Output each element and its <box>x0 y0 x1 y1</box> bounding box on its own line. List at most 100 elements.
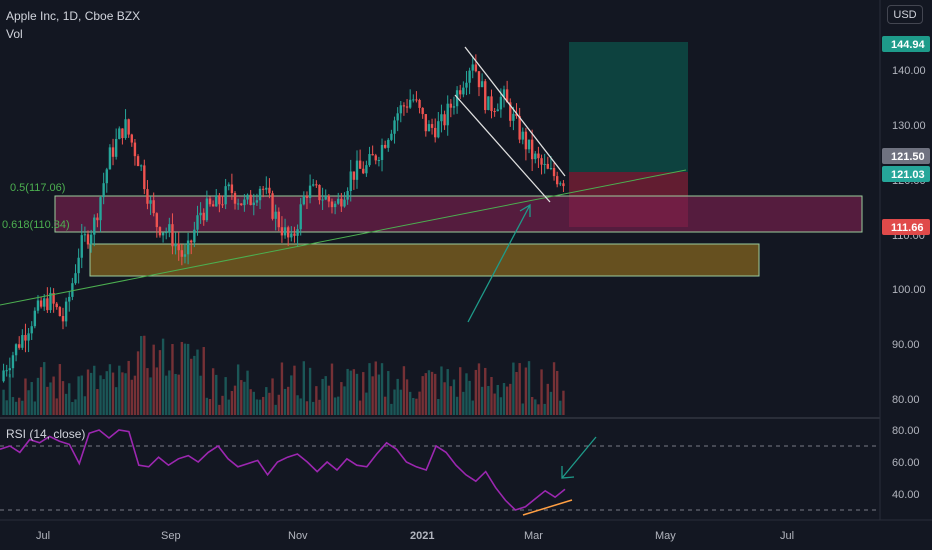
candle-body <box>230 184 234 194</box>
volume-bar <box>312 401 315 415</box>
volume-bar <box>227 399 230 415</box>
volume-bar <box>430 371 434 415</box>
volume-bar <box>534 399 537 415</box>
candle-body <box>268 187 271 194</box>
fib-zone[interactable] <box>54 195 863 233</box>
candle-body <box>43 298 46 307</box>
candle-body <box>8 368 12 371</box>
volume-bar <box>30 382 33 415</box>
volume-bar <box>271 378 274 415</box>
volume-bar <box>380 363 384 415</box>
volume-bar <box>358 400 362 415</box>
volume-bar <box>543 403 546 415</box>
volume-bar <box>337 396 340 415</box>
volume-bar <box>546 383 549 415</box>
support-zone[interactable] <box>89 243 760 277</box>
arrow-down-rsi[interactable] <box>561 436 597 479</box>
candle-body <box>46 298 49 311</box>
volume-bar <box>515 371 518 415</box>
candle-body <box>236 203 240 205</box>
volume-bar <box>324 376 327 415</box>
candle-body <box>293 233 296 236</box>
volume-bar <box>368 363 371 415</box>
volume-bar <box>277 394 280 415</box>
candle-body <box>283 227 287 236</box>
volume-bar <box>299 398 302 415</box>
candle-body <box>111 147 115 157</box>
volume-bar <box>293 365 296 415</box>
candle-body <box>99 197 102 221</box>
volume-bar <box>493 393 496 415</box>
candle-body <box>368 154 371 166</box>
volume-bar <box>340 382 343 415</box>
svg-text:121.50: 121.50 <box>891 151 925 163</box>
volume-legend[interactable]: Vol <box>6 27 23 41</box>
volume-bar <box>527 361 531 415</box>
candle-body <box>205 198 209 221</box>
rsi-divergence-line[interactable] <box>522 499 573 516</box>
volume-bar <box>96 389 99 415</box>
symbol-title[interactable]: Apple Inc, 1D, Cboe BZX <box>6 9 141 23</box>
candle-body <box>93 217 96 235</box>
volume-bar <box>102 379 105 415</box>
volume-bar <box>346 368 349 415</box>
volume-bar <box>330 363 334 415</box>
volume-bar <box>124 373 127 415</box>
candle-body <box>168 224 171 233</box>
candle-body <box>540 158 543 165</box>
candle-body <box>27 333 30 341</box>
volume-bar <box>221 395 224 415</box>
volume-bar <box>180 341 184 415</box>
volume-bar <box>105 371 108 415</box>
channel-lower-line[interactable] <box>454 94 551 203</box>
candle-body <box>502 89 506 97</box>
candle-body <box>396 113 399 121</box>
candle-body <box>383 144 387 148</box>
candle-body <box>434 127 437 138</box>
volume-bar <box>58 364 62 415</box>
volume-bar <box>236 364 240 415</box>
time-label: Mar <box>524 530 543 542</box>
candle-body <box>158 227 162 236</box>
candle-body <box>149 200 152 204</box>
price-tag-stop: 111.66 <box>882 219 930 235</box>
volume-bar <box>11 397 15 415</box>
volume-bar <box>352 369 356 415</box>
arrow-up[interactable] <box>467 203 531 323</box>
volume-bar <box>165 375 168 415</box>
volume-bar <box>559 400 562 415</box>
volume-bar <box>390 403 393 415</box>
channel-upper-line[interactable] <box>464 46 566 177</box>
rsi-tick: 60.00 <box>892 457 920 469</box>
volume-bar <box>83 396 87 415</box>
candle-body <box>549 168 553 170</box>
candle-body <box>315 184 318 186</box>
candle-body <box>193 229 196 243</box>
candle-body <box>124 119 127 139</box>
candle-body <box>471 64 474 71</box>
target-zone[interactable] <box>569 42 688 172</box>
candle-body <box>443 114 446 126</box>
volume-bar <box>437 398 440 415</box>
volume-bar <box>434 373 437 415</box>
candle-body <box>287 227 290 238</box>
price-axis[interactable]: 140.00 130.00 120.00 110.00 100.00 90.00… <box>892 65 926 406</box>
currency-selector[interactable]: USD <box>887 5 923 24</box>
candle-body <box>390 133 393 140</box>
volume-bar <box>255 399 259 415</box>
candle-body <box>512 113 515 121</box>
rsi-legend[interactable]: RSI (14, close) <box>6 427 86 441</box>
rsi-axis[interactable]: 80.00 60.00 40.00 <box>892 425 920 501</box>
candle-body <box>105 169 108 184</box>
volume-bar <box>224 377 227 415</box>
volume-bar <box>462 391 465 415</box>
candle-body <box>446 103 449 126</box>
candle-body <box>218 195 221 205</box>
candle-body <box>30 326 33 334</box>
volume-bar <box>211 368 215 415</box>
trendline[interactable] <box>0 169 687 306</box>
time-axis[interactable]: Jul Sep Nov 2021 Mar May Jul <box>36 530 794 542</box>
volume-bar <box>24 378 27 415</box>
volume-bar <box>318 399 321 415</box>
